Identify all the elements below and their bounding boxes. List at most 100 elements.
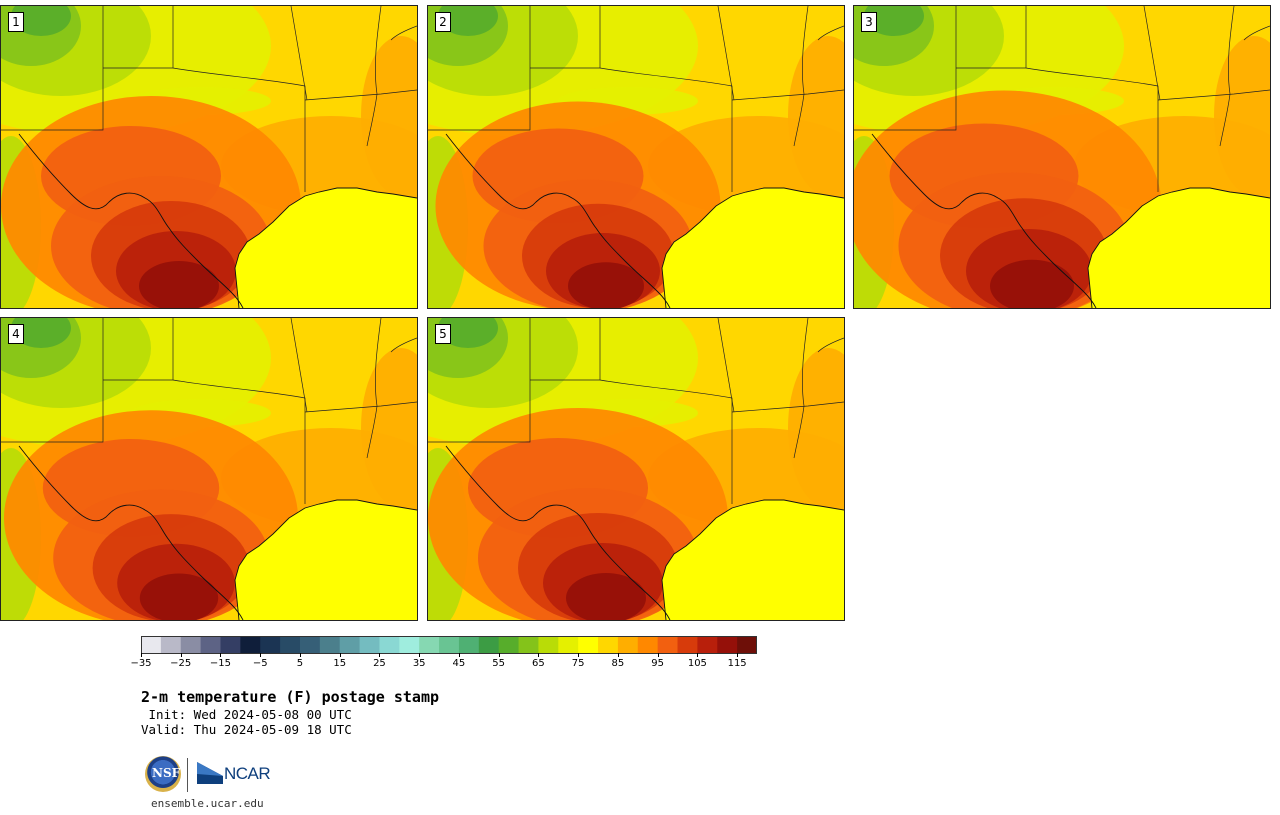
colorbar-tick-mark bbox=[458, 653, 460, 657]
gulf-water bbox=[1088, 188, 1270, 308]
state-border bbox=[304, 89, 417, 101]
colorbar-swatch bbox=[677, 636, 698, 654]
colorbar-tick-mark bbox=[141, 653, 142, 657]
temperature-region bbox=[864, 6, 924, 36]
colorbar-tick-mark bbox=[339, 653, 341, 657]
temperature-field bbox=[854, 6, 1270, 308]
stamp-number-label: 5 bbox=[435, 324, 451, 344]
colorbar-tick-mark bbox=[419, 653, 421, 657]
international-border bbox=[445, 133, 671, 308]
temperature-region bbox=[568, 262, 644, 308]
state-border bbox=[1, 318, 104, 443]
colorbar-swatch bbox=[737, 636, 757, 654]
colorbar-swatch bbox=[558, 636, 579, 654]
colorbar-border bbox=[141, 636, 757, 654]
colorbar-swatch bbox=[200, 636, 221, 654]
gulf-water bbox=[662, 188, 844, 308]
colorbar-tick-label: 95 bbox=[651, 658, 665, 669]
colorbar-tick-mark bbox=[657, 653, 659, 657]
state-border bbox=[290, 6, 308, 101]
sponsor-logos: NSF NCAR bbox=[145, 756, 285, 796]
colorbar-tick-label: 15 bbox=[333, 658, 347, 669]
temperature-field bbox=[428, 6, 844, 308]
website-link[interactable]: ensemble.ucar.edu bbox=[151, 797, 264, 810]
colorbar-swatch bbox=[240, 636, 261, 654]
colorbar-swatch bbox=[717, 636, 738, 654]
temperature-region bbox=[438, 6, 498, 36]
map-panel-2: 2 bbox=[427, 5, 845, 309]
temperature-region bbox=[139, 261, 219, 308]
colorbar-tick-label: 115 bbox=[727, 658, 747, 669]
colorbar-swatch bbox=[498, 636, 520, 654]
state-border bbox=[366, 318, 382, 459]
logo-divider bbox=[187, 758, 188, 792]
state-border bbox=[717, 318, 735, 413]
colorbar-swatch bbox=[260, 636, 281, 654]
init-time: Init: Wed 2024-05-08 00 UTC bbox=[141, 707, 352, 722]
temperature-field bbox=[428, 318, 844, 620]
temperature-region bbox=[438, 318, 498, 348]
colorbar-tick-label: −5 bbox=[252, 658, 268, 669]
colorbar-tick-label: 105 bbox=[687, 658, 707, 669]
colorbar-swatch bbox=[538, 636, 559, 654]
nsf-logo-icon: NSF bbox=[145, 756, 181, 792]
colorbar-tick-mark bbox=[379, 653, 381, 657]
colorbar-swatch bbox=[141, 636, 162, 654]
state-border bbox=[172, 67, 306, 192]
map-panel-4: 4 bbox=[0, 317, 418, 621]
state-border bbox=[290, 318, 308, 413]
colorbar-tick-mark bbox=[299, 653, 301, 657]
state-border bbox=[817, 337, 844, 353]
colorbar-tick-mark bbox=[697, 653, 699, 657]
colorbar-tick-label: 45 bbox=[452, 658, 466, 669]
state-border bbox=[731, 89, 844, 101]
temperature-field bbox=[1, 318, 417, 620]
colorbar-swatch bbox=[637, 636, 659, 654]
international-border bbox=[18, 445, 244, 620]
colorbar-swatch bbox=[458, 636, 480, 654]
colorbar-swatch bbox=[598, 636, 619, 654]
state-border bbox=[1219, 6, 1235, 147]
colorbar-tick-mark bbox=[220, 653, 222, 657]
state-border bbox=[390, 25, 417, 41]
state-border bbox=[1025, 67, 1159, 192]
stamp-number-label: 3 bbox=[861, 12, 877, 32]
international-border bbox=[871, 133, 1097, 308]
colorbar-tick-labels: −35 −25 −15 −5 5 15 25 35 45 55 65 75 85 95 105 115 bbox=[130, 653, 771, 676]
map-panel-5: 5 bbox=[427, 317, 845, 621]
colorbar-swatch bbox=[439, 636, 460, 654]
colorbar-swatch bbox=[180, 636, 202, 654]
state-border bbox=[599, 67, 733, 192]
colorbar-tick-label: 25 bbox=[373, 658, 386, 669]
colorbar-tick-label: 75 bbox=[571, 658, 585, 669]
colorbar-tick-label: 85 bbox=[611, 658, 625, 669]
valid-time: Valid: Thu 2024-05-09 18 UTC bbox=[141, 722, 352, 737]
state-border bbox=[428, 318, 531, 443]
coastline bbox=[1087, 187, 1270, 308]
colorbar-tick-mark bbox=[617, 653, 619, 657]
ncar-mark-icon bbox=[197, 762, 223, 784]
gulf-water bbox=[662, 500, 844, 620]
colorbar-tick-label: 55 bbox=[492, 658, 506, 669]
state-border bbox=[1243, 25, 1270, 41]
state-border bbox=[304, 401, 417, 413]
state-border bbox=[428, 6, 531, 131]
coastline bbox=[661, 187, 844, 308]
colorbar-tick-label: 65 bbox=[532, 658, 545, 669]
stamp-number-label: 4 bbox=[8, 324, 24, 344]
colorbar-tick-label: 35 bbox=[412, 658, 426, 669]
state-border bbox=[854, 6, 957, 131]
colorbar-swatch bbox=[339, 636, 361, 654]
temperature-region bbox=[11, 318, 71, 348]
temperature-colorbar bbox=[141, 636, 757, 654]
colorbar-swatch bbox=[319, 636, 341, 654]
temperature-region bbox=[11, 6, 71, 36]
colorbar-swatch bbox=[280, 636, 301, 654]
colorbar-tick-mark bbox=[498, 653, 500, 657]
colorbar-swatch bbox=[160, 636, 182, 654]
state-border bbox=[390, 337, 417, 353]
nsf-logo-text: NSF bbox=[152, 766, 181, 780]
temperature-region bbox=[566, 573, 646, 620]
colorbar-swatch bbox=[379, 636, 400, 654]
chart-title: 2-m temperature (F) postage stamp bbox=[141, 688, 440, 706]
